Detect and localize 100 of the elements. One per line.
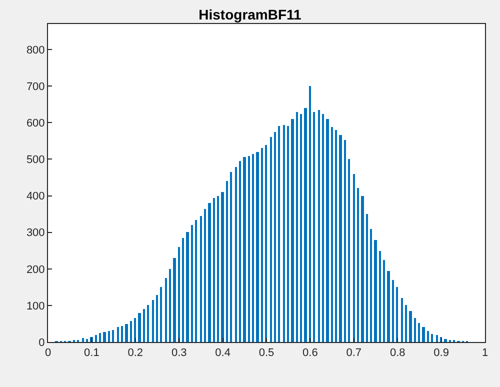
bar [304,108,307,342]
bar [296,112,298,342]
bar [361,196,364,342]
bar [274,132,276,342]
bar [405,305,407,342]
bar [248,156,250,342]
bar [99,333,101,342]
bar [165,278,167,342]
bar [143,309,145,342]
bar [344,140,346,342]
bar [152,300,154,342]
bar [300,114,302,342]
bar [287,126,289,342]
x-tick-label: 0.8 [390,347,406,360]
bar [191,225,193,342]
bar [112,330,114,342]
y-tick-label: 800 [26,44,45,56]
bar [243,157,246,342]
bar [82,338,84,342]
bar [134,318,136,342]
x-tick-label: 1 [482,347,488,360]
bar [147,305,149,342]
bar [156,295,158,342]
bar [278,126,280,342]
bar [117,327,119,342]
y-tick-label: 300 [26,227,45,240]
bar [444,339,447,342]
y-tick-label: 200 [26,264,45,276]
bar [431,334,433,342]
bar [261,148,263,342]
y-tick-label: 400 [26,190,45,203]
x-tick-label: 0.3 [171,347,187,360]
bar [409,311,412,342]
bar [103,332,106,342]
bar [226,181,228,342]
x-tick-label: 0.4 [215,347,230,360]
bar [348,159,350,342]
bar [173,258,176,342]
bar [204,209,206,342]
x-tick-label: 0.7 [346,347,362,360]
bar [357,188,359,342]
bar [195,220,197,342]
bar [392,280,394,342]
bar [401,298,403,342]
bar [283,125,285,342]
bar [208,203,211,342]
bar [121,326,123,342]
bar [374,240,377,342]
bar [383,260,385,342]
bar [169,269,171,342]
bar [235,167,237,342]
bar [318,110,320,342]
bar [239,161,241,342]
y-tick-label: 600 [26,118,45,130]
y-tick-label: 100 [26,300,45,312]
bar [353,174,355,342]
bar [370,229,372,342]
bar [160,287,162,342]
x-tick-label: 0.5 [258,347,274,360]
bar [230,172,232,342]
bar [427,331,429,342]
bar [436,335,438,342]
bar [414,318,416,342]
bar [138,313,141,342]
bar [418,323,420,342]
bar [86,339,88,342]
bar [270,137,272,342]
x-tick-label: 0.9 [434,347,449,360]
bar [200,216,202,342]
bar [265,145,267,342]
x-tick-label: 0.1 [84,347,100,360]
bar [95,335,97,342]
bar [313,112,315,342]
x-tick-label: 0.6 [302,347,318,360]
x-tick-label: 0.2 [128,347,144,360]
y-tick-label: 500 [26,154,45,166]
bar [256,152,259,342]
bar [221,192,224,342]
bar [252,154,254,342]
bar [186,232,189,342]
bar [125,324,128,342]
bar [379,251,381,342]
bar [309,86,311,342]
bar [217,196,219,342]
bar [130,321,132,342]
bar [331,127,333,342]
chart-title: HistogramBF11 [198,6,302,22]
bar [213,198,215,342]
bar [366,214,368,342]
bar [322,114,324,342]
bar [291,119,294,342]
y-tick-label: 700 [26,80,45,93]
y-tick-label: 0 [38,336,45,349]
bar [387,271,390,342]
bar [422,327,425,342]
bar [108,331,110,342]
bar [182,238,184,342]
bar [339,135,342,342]
bar [178,247,180,342]
bar [326,119,329,342]
